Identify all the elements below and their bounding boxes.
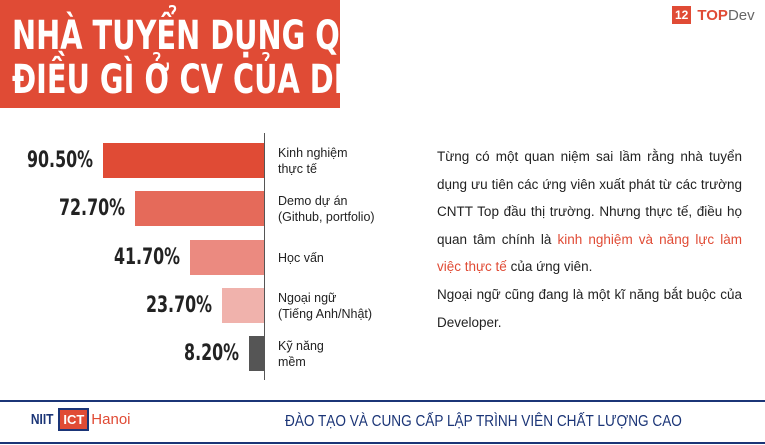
footer-top-divider [0, 400, 765, 402]
niit-ict-logo: NIIT ICT Hanoi [28, 408, 131, 431]
category-label: Demo dự án (Github, portfolio) [278, 193, 375, 224]
bar [189, 240, 264, 275]
category-label: Học vấn [278, 250, 324, 265]
category-label: Ngoại ngữ (Tiếng Anh/Nhật) [278, 290, 373, 321]
description-paragraph: Từng có một quan niệm sai lầm rằng nhà t… [437, 149, 742, 330]
title-banner: NHÀ TUYỂN DỤNG QUAN TÂM ĐIỀU GÌ Ở CV CỦA… [0, 0, 517, 108]
data-label: 72.70% [58, 196, 125, 221]
data-label: 23.70% [145, 293, 212, 318]
topdev-logo: TOPDev [697, 6, 755, 24]
category-label: Kinh nghiệm thực tế [278, 145, 348, 176]
footer-bottom-divider [0, 442, 765, 444]
data-label: 90.50% [26, 148, 93, 173]
bar [102, 143, 264, 178]
highlight-text: kinh nghiệm và năng lực làm việc thực tế [437, 231, 742, 275]
chart-axis [264, 133, 265, 380]
brand-logo: 12 TOPDev [672, 6, 755, 24]
data-label: 8.20% [184, 341, 240, 366]
page-number: 12 [672, 6, 692, 24]
bar [249, 336, 264, 371]
footer-slogan: ĐÀO TẠO VÀ CUNG CẤP LẬP TRÌNH VIÊN CHẤT … [285, 413, 682, 430]
bar [134, 191, 264, 226]
title-line-2: ĐIỀU GÌ Ở CV CỦA DEVELOPER? [12, 57, 517, 103]
bar [221, 288, 264, 323]
data-label: 41.70% [113, 245, 180, 270]
category-label: Kỹ năng mềm [278, 338, 324, 369]
title-line-1: NHÀ TUYỂN DỤNG QUAN TÂM [12, 13, 488, 59]
